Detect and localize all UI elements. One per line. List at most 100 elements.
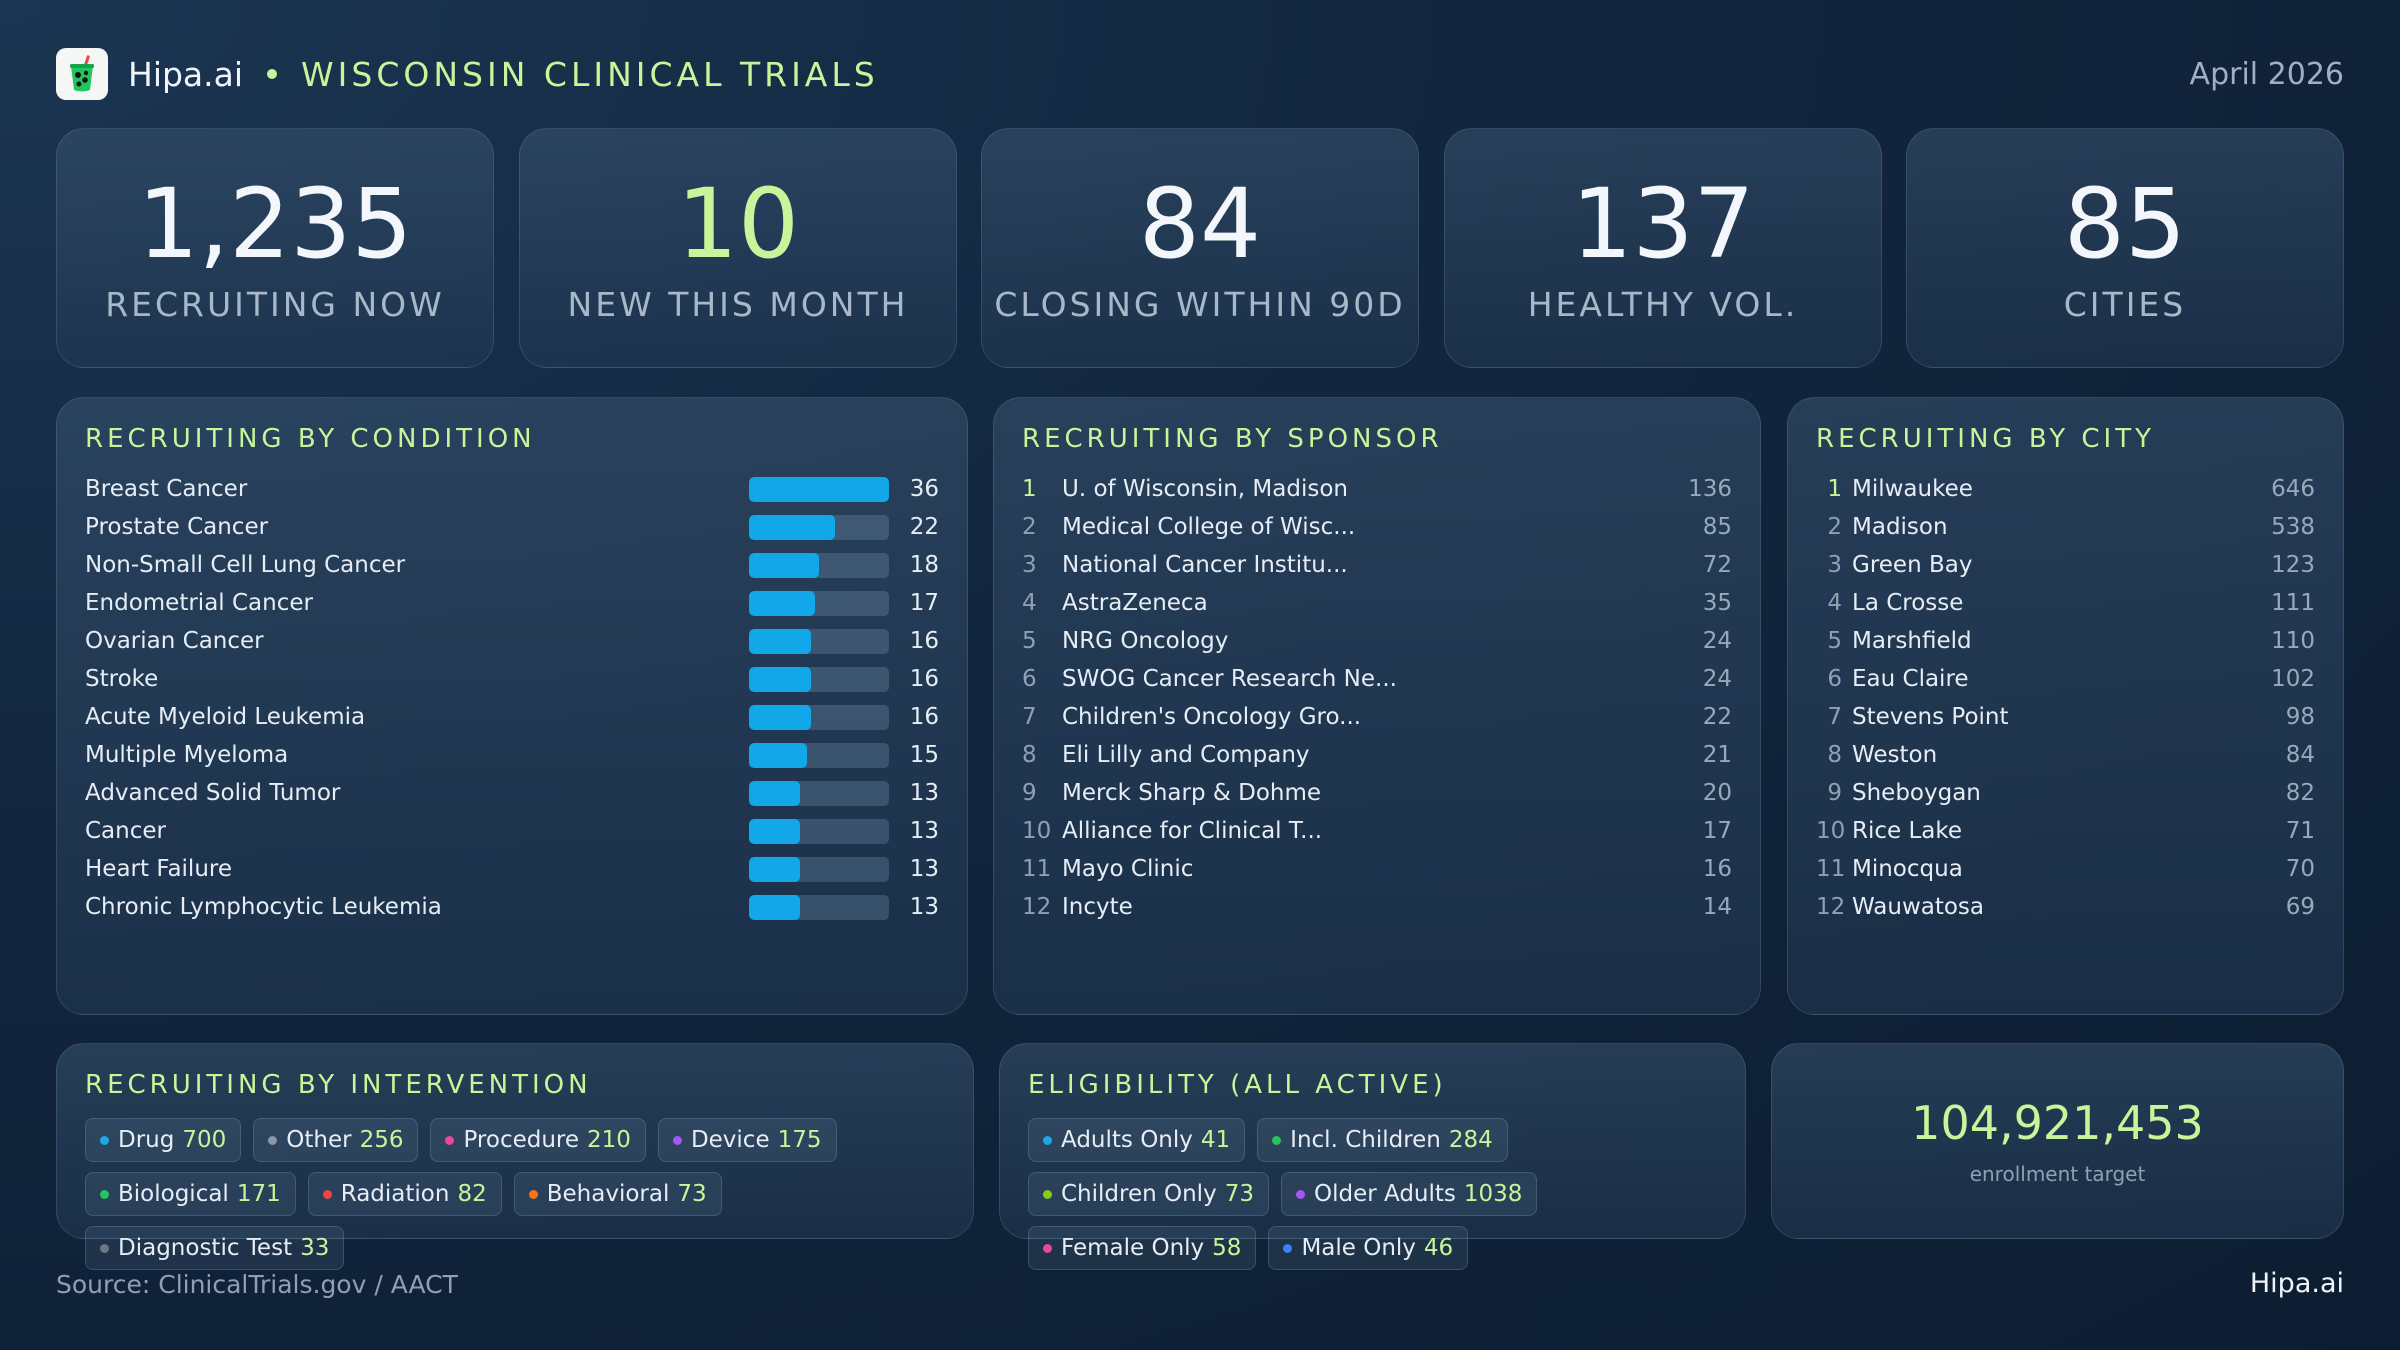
condition-row: Breast Cancer 36: [85, 470, 939, 508]
page-title: WISCONSIN CLINICAL TRIALS: [301, 54, 879, 94]
condition-bar-track: [749, 780, 889, 806]
sponsor-row: 7 Children's Oncology Gro... 22: [1022, 698, 1732, 736]
intervention-label: Radiation: [340, 1181, 450, 1207]
city-count: 70: [2285, 856, 2315, 882]
condition-count: 13: [909, 894, 939, 920]
stat-card-cities: 85 CITIES: [1906, 128, 2344, 368]
condition-list: Breast Cancer 36 Prostate Cancer 22 Non-Smal…: [85, 470, 939, 926]
intervention-count: 256: [359, 1127, 404, 1153]
city-rank: 4: [1827, 590, 1842, 616]
condition-row: Endometrial Cancer 17: [85, 584, 939, 622]
condition-name: Ovarian Cancer: [85, 628, 264, 654]
intervention-count: 700: [182, 1127, 227, 1153]
condition-name: Acute Myeloid Leukemia: [85, 704, 366, 730]
condition-bar-track: [749, 818, 889, 844]
condition-bar-track: [749, 514, 889, 540]
intervention-chip: Device 175: [657, 1118, 837, 1162]
intervention-label: Behavioral: [546, 1181, 670, 1207]
condition-name: Heart Failure: [85, 856, 232, 882]
city-count: 646: [2271, 476, 2315, 502]
sponsor-count: 24: [1702, 666, 1732, 692]
intervention-label: Device: [690, 1127, 770, 1153]
intervention-count: 210: [587, 1127, 631, 1153]
city-row: 11 Minocqua 70: [1816, 850, 2315, 888]
stat-label: CLOSING WITHIN 90D: [994, 285, 1406, 324]
panel-title: ELIGIBILITY (ALL ACTIVE): [1028, 1070, 1447, 1100]
city-count: 111: [2271, 590, 2315, 616]
sponsor-row: 1 U. of Wisconsin, Madison 136: [1022, 470, 1732, 508]
stat-value: 10: [676, 168, 800, 280]
city-rank: 1: [1827, 476, 1842, 502]
footer-brand: Hipa.ai: [2249, 1268, 2344, 1299]
sponsor-name: U. of Wisconsin, Madison: [1062, 476, 1348, 502]
condition-bar-fill: [749, 666, 812, 692]
eligibility-chip: Male Only 46: [1268, 1226, 1469, 1270]
sponsor-rank: 1: [1022, 476, 1037, 502]
sponsor-rank: 9: [1022, 780, 1037, 806]
intervention-chips: Drug 700 Other 256 Procedure 210 Device 175 Biol…: [85, 1118, 953, 1270]
sponsor-row: 10 Alliance for Clinical T... 17: [1022, 812, 1732, 850]
intervention-label: Biological: [118, 1181, 229, 1207]
intervention-chip: Drug 700: [85, 1118, 242, 1162]
intervention-chip: Procedure 210: [430, 1118, 646, 1162]
sponsor-row: 2 Medical College of Wisc... 85: [1022, 508, 1732, 546]
intervention-label: Other: [286, 1127, 352, 1153]
city-count: 71: [2285, 818, 2315, 844]
condition-name: Breast Cancer: [85, 476, 248, 502]
condition-count: 16: [909, 666, 939, 692]
condition-name: Chronic Lymphocytic Leukemia: [85, 894, 442, 920]
sponsor-rank: 11: [1022, 856, 1052, 882]
legend-dot-icon: [1295, 1189, 1305, 1199]
eligibility-chip: Adults Only 41: [1028, 1118, 1246, 1162]
stat-value: 137: [1571, 168, 1755, 280]
sponsor-count: 16: [1702, 856, 1732, 882]
sponsor-rank: 10: [1022, 818, 1052, 844]
sponsor-count: 72: [1702, 552, 1732, 578]
legend-dot-icon: [445, 1135, 455, 1145]
condition-row: Acute Myeloid Leukemia 16: [85, 698, 939, 736]
city-row: 7 Stevens Point 98: [1816, 698, 2315, 736]
city-count: 84: [2285, 742, 2315, 768]
condition-count: 13: [909, 856, 939, 882]
legend-dot-icon: [100, 1189, 109, 1199]
sponsor-row: 11 Mayo Clinic 16: [1022, 850, 1732, 888]
sponsor-name: Eli Lilly and Company: [1062, 742, 1310, 768]
condition-count: 16: [909, 628, 939, 654]
panel-title: RECRUITING BY SPONSOR: [1022, 424, 1443, 454]
condition-bar-fill: [749, 628, 812, 654]
sponsor-count: 85: [1702, 514, 1732, 540]
sponsor-row: 4 AstraZeneca 35: [1022, 584, 1732, 622]
condition-bar-fill: [749, 856, 800, 882]
sponsor-row: 6 SWOG Cancer Research Ne... 24: [1022, 660, 1732, 698]
city-rank: 9: [1827, 780, 1842, 806]
condition-bar-track: [749, 704, 889, 730]
eligibility-label: Incl. Children: [1290, 1127, 1441, 1153]
condition-name: Non-Small Cell Lung Cancer: [85, 552, 406, 578]
city-name: Madison: [1852, 514, 1948, 540]
city-row: 1 Milwaukee 646: [1816, 470, 2315, 508]
condition-bar-fill: [749, 780, 800, 806]
condition-count: 15: [909, 742, 939, 768]
intervention-chip: Other 256: [253, 1118, 419, 1162]
intervention-chip: Behavioral 73: [513, 1172, 722, 1216]
eligibility-label: Adults Only: [1061, 1127, 1193, 1153]
city-row: 4 La Crosse 111: [1816, 584, 2315, 622]
sponsor-name: NRG Oncology: [1062, 628, 1229, 654]
sponsor-count: 136: [1688, 476, 1732, 502]
sponsor-count: 35: [1702, 590, 1732, 616]
city-rank: 7: [1827, 704, 1842, 730]
sponsor-count: 21: [1702, 742, 1732, 768]
eligibility-count: 46: [1423, 1235, 1454, 1261]
stat-card-recruiting-now: 1,235 RECRUITING NOW: [56, 128, 494, 368]
eligibility-chip: Older Adults 1038: [1280, 1172, 1538, 1216]
sponsor-list: 1 U. of Wisconsin, Madison 136 2 Medical Col…: [1022, 470, 1732, 926]
condition-row: Stroke 16: [85, 660, 939, 698]
eligibility-count: 284: [1448, 1127, 1493, 1153]
city-count: 538: [2271, 514, 2315, 540]
panel-title: RECRUITING BY INTERVENTION: [85, 1070, 592, 1100]
city-rank: 6: [1827, 666, 1842, 692]
condition-row: Advanced Solid Tumor 13: [85, 774, 939, 812]
condition-bar-track: [749, 590, 889, 616]
condition-bar-fill: [749, 818, 800, 844]
condition-name: Endometrial Cancer: [85, 590, 313, 616]
